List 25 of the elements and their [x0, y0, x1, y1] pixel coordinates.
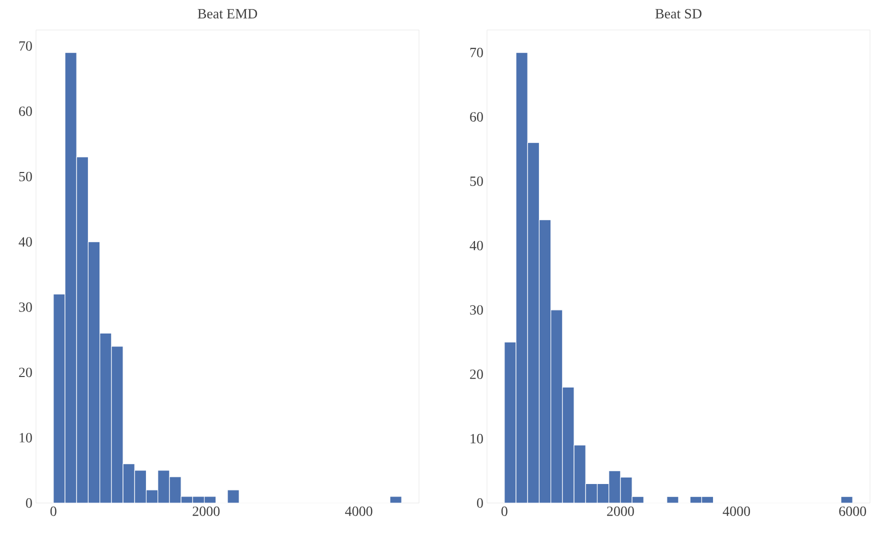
- y-tick-label: 60: [19, 106, 32, 116]
- chart-title: Beat EMD: [198, 9, 258, 18]
- y-tick-label: 20: [470, 370, 483, 380]
- y-tick-label: 50: [470, 176, 483, 186]
- y-tick-label: 40: [470, 240, 483, 250]
- x-tick-label: 0: [501, 506, 508, 516]
- y-tick-label: 70: [19, 41, 32, 51]
- y-tick-label: 70: [470, 48, 483, 58]
- x-tick-label: 2000: [607, 506, 634, 516]
- y-tick-label: 40: [18, 237, 32, 247]
- y-tick-label: 0: [477, 498, 483, 508]
- x-tick-label: 6000: [839, 506, 866, 516]
- x-tick-label: 4000: [345, 506, 372, 516]
- y-tick-label: 50: [19, 172, 32, 182]
- y-tick-label: 20: [19, 368, 32, 378]
- y-tick-label: 10: [470, 434, 483, 444]
- y-tick-label: 10: [20, 432, 32, 442]
- y-tick-label: 60: [470, 112, 483, 122]
- x-tick-label: 4000: [722, 506, 750, 516]
- chart-title: Beat SD: [655, 9, 702, 18]
- x-tick-label: 0: [50, 506, 56, 516]
- y-tick-label: 30: [470, 305, 483, 315]
- x-tick-label: 2000: [192, 506, 220, 516]
- y-tick-label: 0: [26, 498, 32, 508]
- y-tick-label: 30: [19, 302, 32, 312]
